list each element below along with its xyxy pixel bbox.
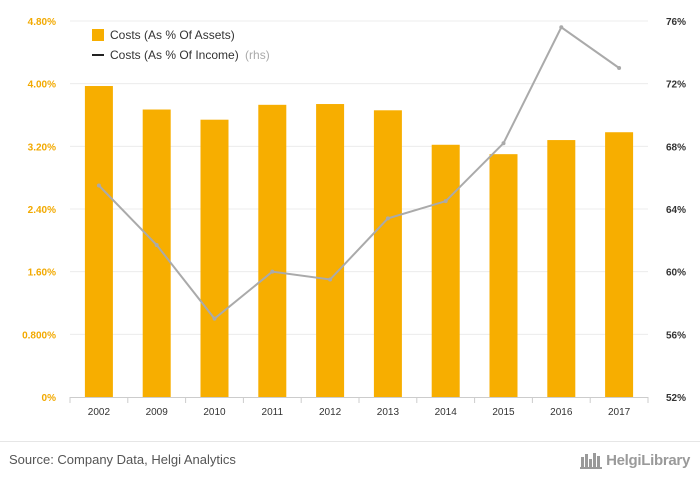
legend-swatch-bar — [92, 29, 104, 41]
x-tick-label: 2002 — [88, 407, 111, 418]
legend-label-bar: Costs (As % Of Assets) — [110, 28, 235, 42]
bar-2017[interactable] — [605, 132, 634, 397]
line-point-2011[interactable] — [270, 269, 275, 274]
y-left-tick-label: 0.800% — [22, 330, 56, 341]
x-tick-label: 2009 — [146, 407, 169, 418]
y-right-tick-label: 72% — [666, 80, 686, 91]
y-left-tick-label: 1.60% — [28, 268, 56, 279]
y-left-tick-label: 4.00% — [28, 80, 56, 91]
bar-2010[interactable] — [200, 119, 229, 397]
line-point-2016[interactable] — [559, 25, 564, 30]
bar-2015[interactable] — [489, 154, 518, 397]
y-right-tick-label: 68% — [666, 142, 686, 153]
bar-2013[interactable] — [373, 110, 402, 398]
y-left-tick-label: 2.40% — [28, 205, 56, 216]
bar-series — [84, 86, 634, 398]
legend: Costs (As % Of Assets) Costs (As % Of In… — [92, 28, 270, 62]
line-point-2014[interactable] — [443, 199, 448, 204]
line-point-2013[interactable] — [385, 216, 390, 221]
y-axis-right: 52% 56% 60% 64% 68% 72% 76% — [666, 17, 686, 404]
line-series — [96, 25, 622, 321]
x-tick-label: 2016 — [550, 407, 573, 418]
line-point-2015[interactable] — [501, 141, 506, 146]
y-left-tick-label: 4.80% — [28, 17, 56, 28]
helgi-library-logo[interactable]: HelgiLibrary — [580, 449, 690, 471]
svg-text:Costs (As % Of Income) (: Costs (As % Of Income) (rhs) — [110, 48, 270, 62]
source-note: Source: Company Data, Helgi Analytics — [9, 452, 236, 467]
x-tick-label: 2011 — [262, 407, 284, 418]
bar-2011[interactable] — [258, 104, 287, 398]
y-right-tick-label: 76% — [666, 17, 686, 28]
x-tick-label: 2010 — [203, 407, 226, 418]
helgi-library-logo-icon — [580, 453, 603, 469]
footer-divider — [0, 441, 700, 442]
legend-label-line: Costs (As % Of Income) — [110, 48, 239, 62]
bar-2014[interactable] — [431, 144, 460, 397]
bar-2016[interactable] — [547, 140, 576, 398]
legend-label-line-suffix: (rhs) — [245, 48, 270, 62]
combo-chart: 2002 2009 2010 2011 2012 2013 2014 2015 2016 2017… — [22, 17, 686, 418]
line-point-2010[interactable] — [212, 316, 217, 321]
x-axis: 2002 2009 2010 2011 2012 2013 2014 2015 2016 2017 — [69, 397, 649, 418]
bar-2012[interactable] — [316, 104, 345, 398]
y-right-tick-label: 60% — [666, 268, 686, 279]
x-tick-label: 2015 — [492, 407, 515, 418]
x-tick-label: 2017 — [608, 407, 631, 418]
y-left-tick-label: 3.20% — [28, 142, 56, 153]
y-right-tick-label: 52% — [666, 393, 686, 404]
x-tick-label: 2012 — [319, 407, 342, 418]
x-tick-label: 2013 — [377, 407, 400, 418]
y-right-tick-label: 64% — [666, 205, 686, 216]
line-point-2012[interactable] — [328, 277, 333, 282]
x-tick-label: 2014 — [435, 407, 458, 418]
y-axis-left: 0% 0.800% 1.60% 2.40% 3.20% 4.00% 4.80% — [22, 17, 56, 404]
line-path — [98, 25, 620, 321]
line-point-2009[interactable] — [154, 243, 159, 248]
logo-text: HelgiLibrary — [606, 451, 690, 469]
line-point-2017[interactable] — [617, 66, 622, 70]
bar-2009[interactable] — [142, 109, 171, 398]
bar-2002[interactable] — [84, 86, 113, 398]
y-left-tick-label: 0% — [42, 393, 57, 404]
line-point-2002[interactable] — [96, 183, 101, 188]
y-right-tick-label: 56% — [666, 330, 686, 341]
